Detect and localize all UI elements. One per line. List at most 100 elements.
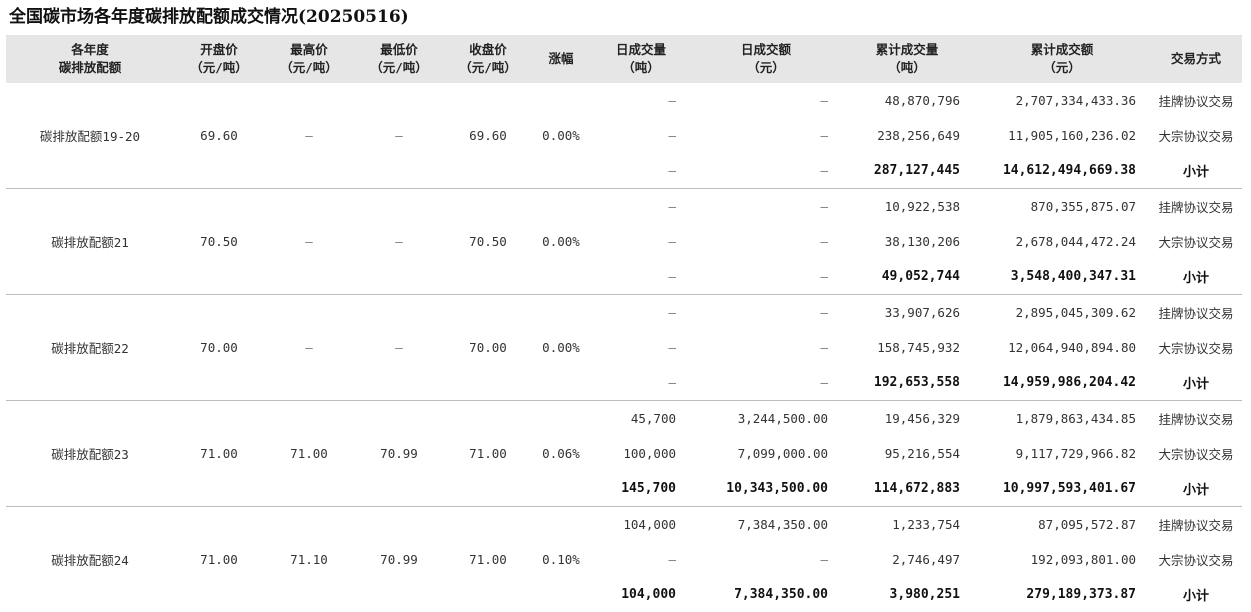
day-amount: 7,384,350.00 (692, 507, 840, 543)
trade-method: 挂牌协议交易 (1150, 295, 1242, 331)
header-allowance: 各年度 碳排放配额 (6, 35, 174, 83)
day-amount: – (692, 330, 840, 365)
day-amount: 10,343,500.00 (692, 471, 840, 507)
change-percent: 0.00% (532, 295, 590, 401)
header-day-amount-line-2: （元） (692, 59, 840, 77)
day-amount: – (692, 224, 840, 259)
day-amount: – (692, 118, 840, 153)
trade-method: 挂牌协议交易 (1150, 189, 1242, 225)
table-header: 各年度 碳排放配额 开盘价 （元/吨） 最高价 （元/吨） 最低价 （元/吨） … (6, 35, 1242, 83)
day-volume: 100,000 (590, 436, 692, 471)
cum-volume: 158,745,932 (840, 330, 974, 365)
low-price: – (354, 295, 444, 401)
header-cum-volume-line-1: 累计成交量 (840, 41, 974, 59)
trade-method: 大宗协议交易 (1150, 436, 1242, 471)
header-cum-volume: 累计成交量 （吨） (840, 35, 974, 83)
day-amount: 7,099,000.00 (692, 436, 840, 471)
header-close: 收盘价 （元/吨） (444, 35, 532, 83)
open-price: 71.00 (174, 401, 264, 507)
cum-amount: 2,895,045,309.62 (974, 295, 1150, 331)
day-volume: – (590, 224, 692, 259)
header-day-volume-line-2: （吨） (590, 59, 692, 77)
trade-method: 挂牌协议交易 (1150, 83, 1242, 118)
cum-volume: 1,233,754 (840, 507, 974, 543)
cum-amount: 870,355,875.07 (974, 189, 1150, 225)
cum-amount: 11,905,160,236.02 (974, 118, 1150, 153)
cum-volume: 33,907,626 (840, 295, 974, 331)
header-change: 涨幅 (532, 35, 590, 83)
day-volume: 104,000 (590, 507, 692, 543)
cum-amount: 279,189,373.87 (974, 577, 1150, 612)
header-day-amount: 日成交额 （元） (692, 35, 840, 83)
day-amount: – (692, 259, 840, 295)
cum-volume: 95,216,554 (840, 436, 974, 471)
carbon-trading-table: 各年度 碳排放配额 开盘价 （元/吨） 最高价 （元/吨） 最低价 （元/吨） … (6, 35, 1242, 612)
low-price: – (354, 189, 444, 295)
header-high-line-1: 最高价 (264, 41, 354, 59)
change-percent: 0.00% (532, 83, 590, 189)
trade-method: 小计 (1150, 577, 1242, 612)
trade-method: 小计 (1150, 153, 1242, 189)
close-price: 71.00 (444, 401, 532, 507)
close-price: 71.00 (444, 507, 532, 612)
trade-method: 小计 (1150, 259, 1242, 295)
trade-method: 大宗协议交易 (1150, 542, 1242, 577)
trade-method: 大宗协议交易 (1150, 118, 1242, 153)
day-volume: – (590, 295, 692, 331)
day-volume: 145,700 (590, 471, 692, 507)
trade-method: 小计 (1150, 471, 1242, 507)
high-price: – (264, 189, 354, 295)
open-price: 69.60 (174, 83, 264, 189)
header-cum-amount-line-2: （元） (974, 59, 1150, 77)
cum-amount: 14,959,986,204.42 (974, 365, 1150, 401)
day-amount: – (692, 365, 840, 401)
day-volume: – (590, 259, 692, 295)
cum-amount: 9,117,729,966.82 (974, 436, 1150, 471)
header-day-amount-line-1: 日成交额 (692, 41, 840, 59)
header-low-line-1: 最低价 (354, 41, 444, 59)
header-day-volume: 日成交量 （吨） (590, 35, 692, 83)
low-price: 70.99 (354, 507, 444, 612)
close-price: 70.50 (444, 189, 532, 295)
header-day-volume-line-1: 日成交量 (590, 41, 692, 59)
header-allowance-line-2: 碳排放配额 (6, 59, 174, 77)
day-volume: – (590, 330, 692, 365)
header-close-line-1: 收盘价 (444, 41, 532, 59)
change-percent: 0.10% (532, 507, 590, 612)
close-price: 70.00 (444, 295, 532, 401)
cum-volume: 19,456,329 (840, 401, 974, 437)
header-high: 最高价 （元/吨） (264, 35, 354, 83)
high-price: – (264, 83, 354, 189)
day-volume: – (590, 118, 692, 153)
allowance-name: 碳排放配额22 (6, 295, 174, 401)
header-method: 交易方式 (1150, 35, 1242, 83)
cum-volume: 10,922,538 (840, 189, 974, 225)
header-method-line-1: 交易方式 (1150, 50, 1242, 68)
trade-method: 挂牌协议交易 (1150, 401, 1242, 437)
header-open-line-1: 开盘价 (174, 41, 264, 59)
cum-volume: 192,653,558 (840, 365, 974, 401)
header-cum-volume-line-2: （吨） (840, 59, 974, 77)
day-volume: – (590, 83, 692, 118)
table-row: 碳排放配额21 70.50 – – 70.50 0.00% – – 10,922… (6, 189, 1242, 225)
day-amount: 7,384,350.00 (692, 577, 840, 612)
change-percent: 0.00% (532, 189, 590, 295)
trade-method: 挂牌协议交易 (1150, 507, 1242, 543)
cum-volume: 287,127,445 (840, 153, 974, 189)
allowance-name: 碳排放配额24 (6, 507, 174, 612)
cum-volume: 2,746,497 (840, 542, 974, 577)
header-allowance-line-1: 各年度 (6, 41, 174, 59)
allowance-name: 碳排放配额21 (6, 189, 174, 295)
trade-method: 大宗协议交易 (1150, 330, 1242, 365)
trade-method: 小计 (1150, 365, 1242, 401)
day-volume: – (590, 542, 692, 577)
header-open: 开盘价 （元/吨） (174, 35, 264, 83)
page-title: 全国碳市场各年度碳排放配额成交情况(20250516) (9, 6, 409, 28)
cum-amount: 3,548,400,347.31 (974, 259, 1150, 295)
cum-amount: 192,093,801.00 (974, 542, 1150, 577)
day-amount: – (692, 542, 840, 577)
close-price: 69.60 (444, 83, 532, 189)
low-price: – (354, 83, 444, 189)
high-price: 71.10 (264, 507, 354, 612)
allowance-name: 碳排放配额19-20 (6, 83, 174, 189)
